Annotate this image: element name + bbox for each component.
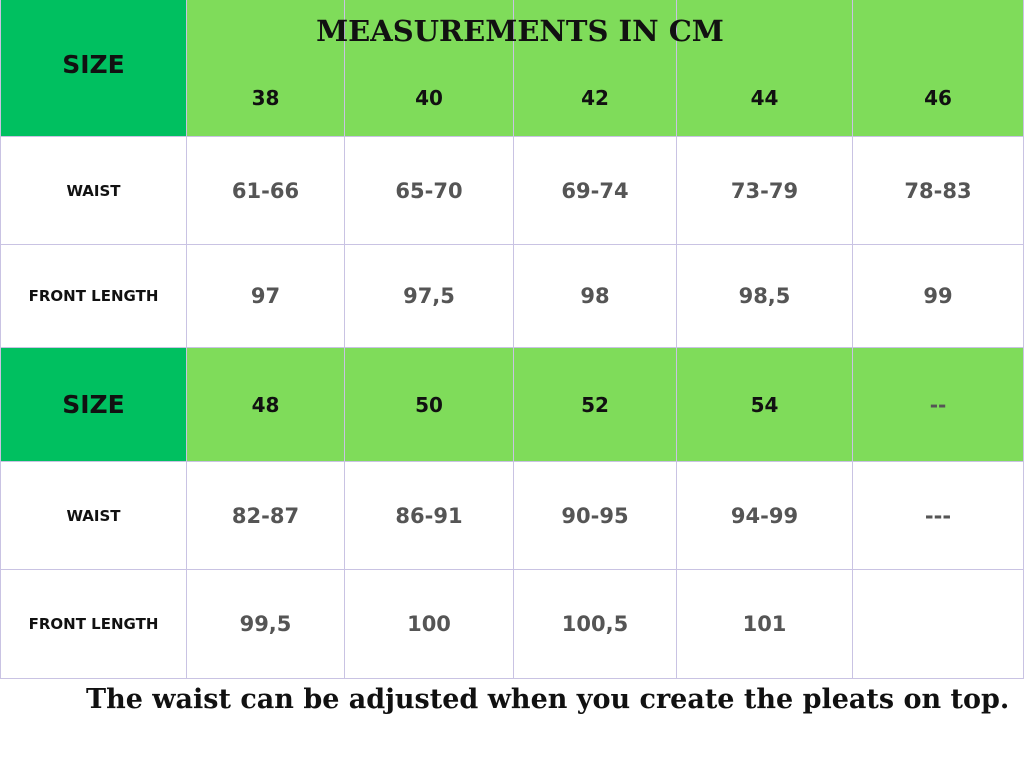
measurement: 97 bbox=[187, 245, 345, 348]
measurement: 97,5 bbox=[345, 245, 514, 348]
row-label: FRONT LENGTH bbox=[0, 570, 187, 679]
size-header: 42 bbox=[514, 0, 677, 137]
row-label: FRONT LENGTH bbox=[0, 245, 187, 348]
size-label: SIZE bbox=[0, 348, 187, 462]
measurement: 99 bbox=[853, 245, 1024, 348]
measurement bbox=[853, 570, 1024, 679]
size-label: SIZE bbox=[0, 0, 187, 137]
size-header: 38 bbox=[187, 0, 345, 137]
measurement: 98,5 bbox=[677, 245, 853, 348]
measurement: 82-87 bbox=[187, 462, 345, 570]
measurement: 99,5 bbox=[187, 570, 345, 679]
measurement: 69-74 bbox=[514, 137, 677, 245]
measurement: --- bbox=[853, 462, 1024, 570]
table-title: MEASUREMENTS IN CM bbox=[316, 14, 724, 48]
size-header: 50 bbox=[345, 348, 514, 462]
measurement: 100,5 bbox=[514, 570, 677, 679]
footer-note: The waist can be adjusted when you creat… bbox=[86, 684, 1010, 715]
measurement: 73-79 bbox=[677, 137, 853, 245]
size-header: 52 bbox=[514, 348, 677, 462]
size-header: 54 bbox=[677, 348, 853, 462]
measurement: 65-70 bbox=[345, 137, 514, 245]
measurement: 94-99 bbox=[677, 462, 853, 570]
measurement: 100 bbox=[345, 570, 514, 679]
size-header: 40 bbox=[345, 0, 514, 137]
size-header: 48 bbox=[187, 348, 345, 462]
size-header: 44 bbox=[677, 0, 853, 137]
size-header: -- bbox=[853, 348, 1024, 462]
measurement: 98 bbox=[514, 245, 677, 348]
measurement: 78-83 bbox=[853, 137, 1024, 245]
measurement: 61-66 bbox=[187, 137, 345, 245]
row-label: WAIST bbox=[0, 462, 187, 570]
measurement: 90-95 bbox=[514, 462, 677, 570]
row-label: WAIST bbox=[0, 137, 187, 245]
size-header: 46 bbox=[853, 0, 1024, 137]
measurement: 86-91 bbox=[345, 462, 514, 570]
measurement: 101 bbox=[677, 570, 853, 679]
